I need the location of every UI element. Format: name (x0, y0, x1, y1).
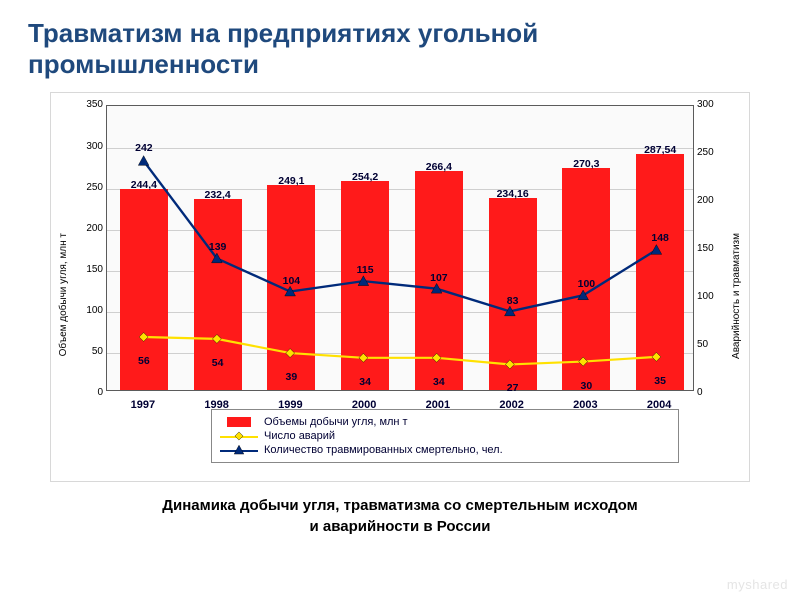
y-tick-left: 300 (63, 141, 103, 152)
y-tick-right: 300 (697, 99, 737, 110)
y-tick-left: 50 (63, 346, 103, 357)
x-category: 1997 (131, 399, 155, 411)
legend-item: Количество травмированных смертельно, че… (220, 444, 670, 456)
line-point-label: 148 (651, 232, 669, 244)
y-tick-right: 0 (697, 387, 737, 398)
page-title: Травматизм на предприятиях угольной пром… (28, 18, 772, 80)
y-tick-left: 0 (63, 387, 103, 398)
y-tick-right: 100 (697, 291, 737, 302)
caption-line-1: Динамика добычи угля, травматизма со сме… (28, 496, 772, 516)
y-tick-left: 100 (63, 305, 103, 316)
line-point-label: 115 (357, 264, 374, 276)
caption-line-2: и аварийности в России (28, 517, 772, 537)
line-point-label: 39 (286, 371, 298, 383)
line-point-label: 100 (578, 278, 596, 290)
watermark: myshared (727, 577, 788, 592)
legend-label: Число аварий (264, 430, 335, 442)
line-point-label: 35 (654, 375, 666, 387)
y-tick-left: 200 (63, 223, 103, 234)
y-tick-right: 50 (697, 339, 737, 350)
chart-container: 244,4232,4249,1254,2266,4234,16270,3287,… (50, 92, 750, 482)
line-point-label: 30 (581, 380, 593, 392)
line-point-label: 104 (283, 275, 301, 287)
y-tick-left: 150 (63, 264, 103, 275)
legend-item: Число аварий (220, 430, 670, 442)
line-point-label: 34 (433, 376, 445, 388)
line-point-label: 54 (212, 357, 224, 369)
legend: Объемы добычи угля, млн т Число аварий Кол… (211, 409, 679, 463)
y-tick-right: 150 (697, 243, 737, 254)
legend-label: Количество травмированных смертельно, че… (264, 444, 503, 456)
line-point-label: 27 (507, 382, 519, 394)
y-tick-right: 250 (697, 147, 737, 158)
legend-item: Объемы добычи угля, млн т (220, 416, 670, 428)
y-tick-left: 350 (63, 99, 103, 110)
line-point-label: 107 (430, 272, 448, 284)
legend-label: Объемы добычи угля, млн т (264, 416, 408, 428)
caption: Динамика добычи угля, травматизма со сме… (28, 496, 772, 537)
y-tick-left: 250 (63, 182, 103, 193)
line-point-label: 34 (359, 376, 371, 388)
line-point-label: 242 (135, 142, 153, 154)
line-point-label: 139 (209, 241, 227, 253)
line-point-label: 56 (138, 355, 150, 367)
y-axis-left-label: Объем добычи угля, млн т (58, 233, 69, 356)
plot-area: 244,4232,4249,1254,2266,4234,16270,3287,… (106, 105, 694, 391)
line-point-label: 83 (507, 295, 519, 307)
y-tick-right: 200 (697, 195, 737, 206)
